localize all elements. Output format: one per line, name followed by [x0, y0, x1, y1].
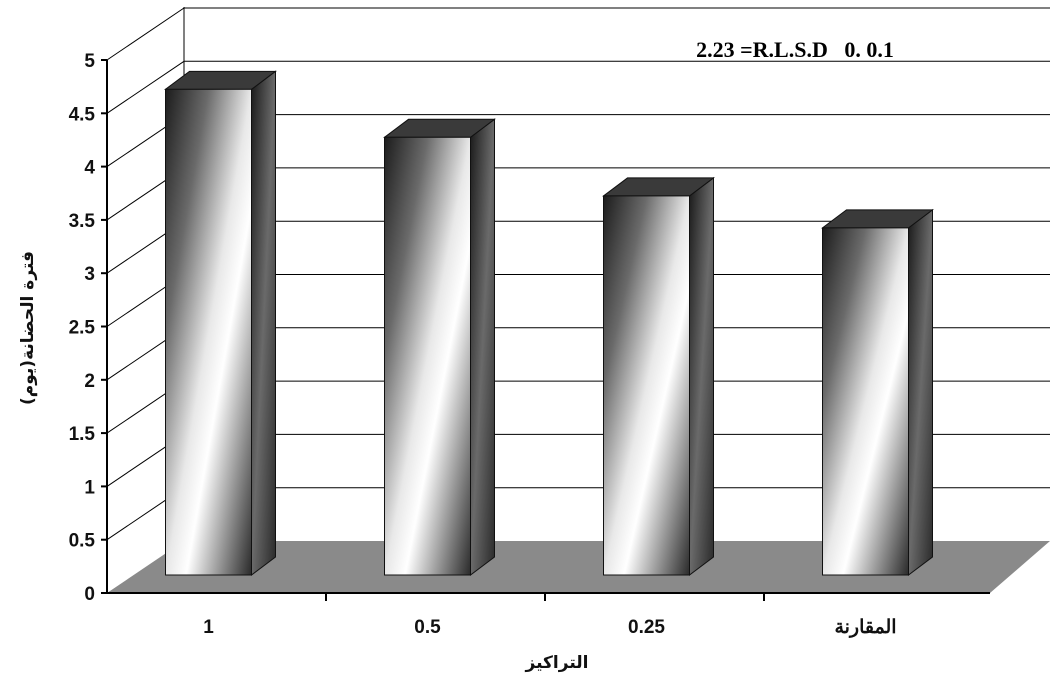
axes	[101, 59, 990, 601]
y-tick-label: 2.5	[69, 318, 96, 339]
bar	[164, 70, 277, 576]
y-tick-labels: 0 0.5 1 1.5 2 2.5 3 3.5 4 4.5 5	[69, 51, 96, 605]
y-tick-label: 5	[84, 51, 95, 72]
y-tick-label: 3	[84, 264, 95, 285]
y-axis-title: فترة الحضانة(يوم)	[18, 251, 38, 405]
bar	[382, 118, 497, 576]
y-tick-label: 0.5	[69, 531, 96, 552]
bar-front	[165, 88, 252, 576]
gridline-diagonal	[106, 7, 185, 61]
bar	[602, 176, 715, 576]
y-tick-label: 4	[84, 158, 95, 179]
x-axis-title: التراكيز	[525, 653, 589, 673]
bar-side	[689, 176, 714, 576]
chart-floor	[107, 541, 1050, 593]
bar-side	[908, 208, 933, 576]
bar-side	[251, 70, 276, 576]
bar-side	[470, 118, 495, 576]
bar-front	[384, 136, 471, 576]
x-tick-label: المقارنة	[834, 617, 896, 638]
floor-plane	[107, 541, 1050, 593]
bar-front	[822, 227, 909, 576]
gridline-diagonal	[106, 60, 185, 114]
y-tick-label: 1.5	[69, 424, 96, 445]
bar	[821, 208, 934, 576]
y-tick-label: 4.5	[69, 104, 96, 125]
bar-front	[603, 195, 690, 576]
y-tick-label: 2	[84, 371, 95, 392]
x-tick-labels: 1 0.5 0.25 المقارنة	[203, 617, 896, 638]
y-tick-label: 3.5	[69, 211, 96, 232]
lsd-annotation: 2.23 =R.L.S.D 0. 0.1	[696, 37, 894, 62]
y-tick-label: 1	[84, 477, 95, 498]
x-tick-label: 0.25	[628, 617, 665, 638]
y-tick-label: 0	[84, 584, 95, 605]
bars	[164, 70, 934, 576]
x-tick-label: 0.5	[414, 617, 441, 638]
x-tick-label: 1	[203, 617, 214, 638]
